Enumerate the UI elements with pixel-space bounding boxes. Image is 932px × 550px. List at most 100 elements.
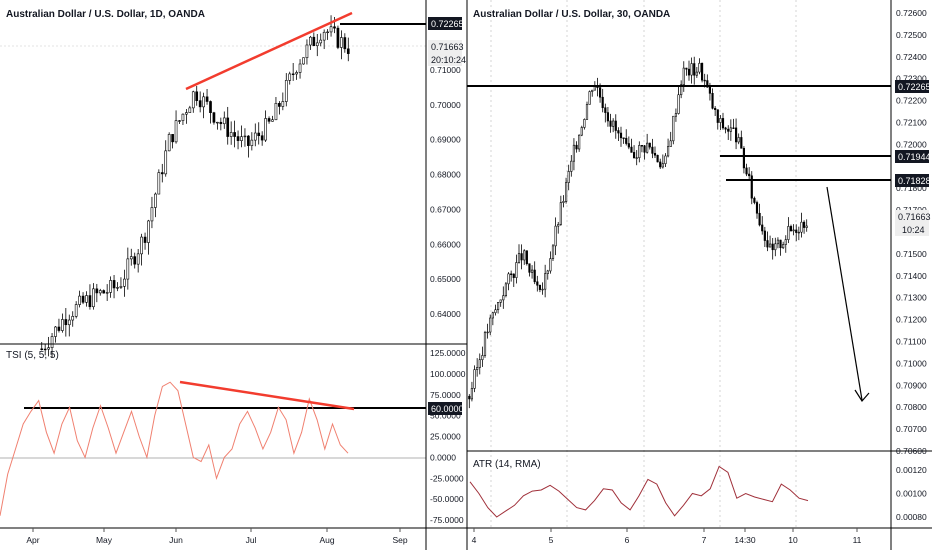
right-candle xyxy=(559,202,562,225)
left-candle xyxy=(271,119,274,122)
right-time-axis[interactable]: 4 5 6 7 14:30 10 11 xyxy=(472,528,862,545)
right-atr-pane[interactable]: ATR (14, RMA) xyxy=(469,459,809,518)
right-candle xyxy=(638,145,641,159)
left-price-axis[interactable]: 0.71000 0.70000 0.69000 0.68000 0.67000 0.660… xyxy=(430,65,461,319)
right-price-tick: 0.72300 xyxy=(896,74,927,84)
right-candle xyxy=(483,332,487,356)
right-candle xyxy=(792,229,795,232)
right-candle xyxy=(800,221,803,233)
right-time-label: 4 xyxy=(472,535,477,545)
left-tsi-pane[interactable]: TSI (5, 5, 5) xyxy=(0,350,426,516)
left-candle xyxy=(322,31,326,41)
right-candle xyxy=(714,107,717,111)
right-candle xyxy=(614,120,617,131)
left-candle xyxy=(298,63,302,73)
right-time-label: 11 xyxy=(853,535,862,545)
right-candle xyxy=(551,245,555,259)
right-candle xyxy=(719,118,722,123)
right-candle xyxy=(604,107,607,113)
right-candle xyxy=(496,302,500,311)
left-candle xyxy=(85,295,88,303)
left-candle xyxy=(188,107,192,113)
right-candle xyxy=(687,68,691,76)
tsi-axis[interactable]: 125.0000 100.0000 75.0000 50.0000 25.0000 0.0… xyxy=(430,348,466,525)
projection-arrow-shaft[interactable] xyxy=(826,186,863,401)
right-last-price-badge xyxy=(895,210,929,223)
tsi-level-badge xyxy=(428,402,462,415)
right-candle xyxy=(795,229,798,233)
right-price-tick: 0.72100 xyxy=(896,118,927,128)
left-candle xyxy=(333,26,336,29)
right-candle xyxy=(536,281,539,286)
left-price-tick: 0.67000 xyxy=(430,204,461,214)
right-candle xyxy=(768,243,772,248)
right-candle xyxy=(776,239,780,245)
left-candle xyxy=(126,258,130,280)
left-candle xyxy=(64,319,68,326)
tsi-tick: 25.0000 xyxy=(430,432,461,442)
right-candle xyxy=(528,263,531,273)
tsi-series-line xyxy=(0,381,349,516)
left-candle xyxy=(167,134,171,152)
right-candle xyxy=(653,153,657,156)
right-candle xyxy=(695,71,698,76)
left-candle xyxy=(181,113,185,121)
left-price-badges: 0.72265 0.71663 20:10:24 60.0000 xyxy=(428,17,466,415)
left-time-axis[interactable]: Apr May Jun Jul Aug Sep xyxy=(26,528,408,545)
right-price-axis[interactable]: 0.72600 0.72500 0.72400 0.72300 0.72200 0.721… xyxy=(896,8,927,456)
left-candle xyxy=(247,135,250,146)
left-candle xyxy=(164,150,168,175)
projection-arrow-head xyxy=(854,389,870,402)
right-price-tick: 0.71500 xyxy=(896,249,927,259)
left-candle xyxy=(281,101,285,107)
left-candle xyxy=(202,96,205,108)
right-candle xyxy=(789,226,793,232)
right-chart-title: Australian Dollar / U.S. Dollar, 30, OAN… xyxy=(473,9,670,20)
right-candle xyxy=(486,331,489,334)
left-candle xyxy=(74,304,78,317)
left-price-pane[interactable]: Australian Dollar / U.S. Dollar, 1D, OAN… xyxy=(0,9,426,358)
right-candle xyxy=(476,367,479,370)
left-candle xyxy=(105,292,109,294)
left-rising-trendline[interactable] xyxy=(185,11,353,91)
right-candle xyxy=(646,142,649,153)
right-candle xyxy=(755,202,759,214)
left-candle xyxy=(92,288,95,308)
tsi-falling-trendline[interactable] xyxy=(179,380,355,411)
right-candle xyxy=(523,250,526,261)
left-price-tick: 0.64000 xyxy=(430,309,461,319)
tsi-tick: 0.0000 xyxy=(430,452,456,462)
left-candle xyxy=(243,135,247,138)
left-candle xyxy=(123,278,126,287)
left-candle xyxy=(274,103,278,121)
left-resistance-badge-label: 0.72265 xyxy=(431,19,464,29)
right-candle xyxy=(742,147,746,169)
right-candle xyxy=(680,84,683,96)
right-candle xyxy=(732,127,735,129)
right-candle xyxy=(748,173,751,177)
left-candle xyxy=(47,347,50,350)
left-price-tick: 0.65000 xyxy=(430,274,461,284)
right-candle xyxy=(473,369,476,389)
right-candle xyxy=(640,145,644,147)
right-candle xyxy=(562,201,565,203)
right-badge-71944 xyxy=(895,150,929,163)
right-price-pane[interactable]: Australian Dollar / U.S. Dollar, 30, OAN… xyxy=(467,0,891,528)
left-candle xyxy=(229,132,233,137)
right-candle xyxy=(729,127,732,132)
left-candle xyxy=(119,286,123,288)
right-candle xyxy=(612,120,615,127)
right-candle xyxy=(763,230,766,241)
right-price-tick: 0.71400 xyxy=(896,271,927,281)
right-candle xyxy=(716,109,719,123)
atr-axis[interactable]: 0.00120 0.00100 0.00080 xyxy=(896,465,927,522)
right-time-label: 6 xyxy=(625,535,630,545)
left-candles xyxy=(40,15,350,358)
right-candle xyxy=(703,79,706,82)
right-candle xyxy=(570,160,573,172)
tsi-tick: -50.0000 xyxy=(430,494,464,504)
right-candle xyxy=(766,240,769,248)
right-candle xyxy=(700,62,704,81)
left-candle xyxy=(250,139,254,146)
